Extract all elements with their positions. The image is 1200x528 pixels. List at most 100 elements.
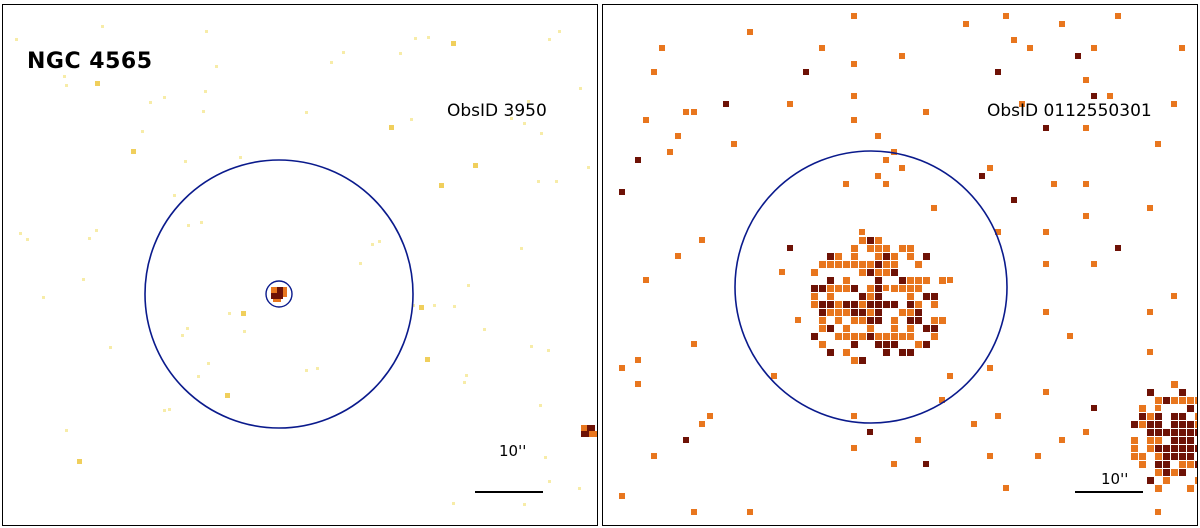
pixel (555, 180, 558, 183)
pixel (433, 304, 436, 307)
pixel (643, 117, 649, 123)
pixel (1115, 245, 1121, 251)
pixel (891, 333, 898, 340)
pixel (1155, 461, 1162, 468)
pixel (699, 237, 705, 243)
pixel (899, 349, 906, 356)
pixel (1147, 389, 1154, 396)
pixel (859, 309, 866, 316)
extraction-region-circle (144, 159, 414, 429)
pixel (907, 277, 914, 284)
pixel (483, 328, 486, 331)
pixel (1155, 405, 1161, 411)
pixel (875, 253, 882, 260)
pixel (619, 493, 625, 499)
pixel (883, 349, 890, 356)
pixel (675, 133, 681, 139)
pixel (95, 81, 100, 86)
pixel (923, 277, 930, 284)
pixel (578, 487, 581, 490)
pixel (467, 284, 470, 287)
pixel (843, 325, 850, 332)
scale-bar-label: 10'' (1101, 470, 1129, 488)
edge-source (581, 425, 597, 437)
pixel (1115, 13, 1121, 19)
pixel (1163, 445, 1170, 452)
pixel (931, 317, 938, 324)
chandra-image-panel: NGC 4565 ObsID 3950 10'' (2, 4, 598, 526)
pixel (1043, 261, 1049, 267)
pixel (867, 237, 874, 244)
pixel (843, 285, 850, 292)
pixel (891, 149, 897, 155)
pixel (891, 461, 897, 467)
pixel (875, 309, 882, 316)
pixel (851, 317, 858, 324)
pixel (875, 269, 882, 276)
pixel (691, 341, 697, 347)
pixel (875, 133, 881, 139)
pixel (843, 349, 850, 356)
pixel (851, 245, 858, 252)
pixel (923, 253, 930, 260)
pixel (883, 253, 890, 260)
pixel (1067, 333, 1073, 339)
pixel (163, 409, 166, 412)
pixel (1171, 397, 1178, 404)
pixel (995, 413, 1001, 419)
pixel (1043, 229, 1049, 235)
pixel (1179, 397, 1186, 404)
pixel (987, 165, 993, 171)
pixel (1139, 405, 1146, 412)
pixel (915, 261, 922, 268)
pixel (827, 261, 834, 268)
pixel (691, 109, 697, 115)
pixel (1171, 445, 1178, 452)
pixel (835, 301, 842, 308)
pixel (1155, 469, 1162, 476)
pixel (425, 357, 430, 362)
pixel (539, 404, 542, 407)
pixel (1083, 181, 1089, 187)
pixel (1163, 469, 1170, 476)
pixel (1147, 477, 1154, 484)
pixel (1179, 453, 1186, 460)
pixel (947, 277, 953, 283)
pixel (243, 330, 246, 333)
pixel (835, 285, 842, 292)
pixel (843, 261, 850, 268)
pixel (811, 293, 818, 300)
pixel (907, 285, 914, 292)
pixel (651, 69, 657, 75)
pixel (875, 237, 882, 244)
pixel (859, 269, 866, 276)
pixel (907, 293, 914, 300)
pixel (1107, 93, 1113, 99)
pixel (305, 111, 308, 114)
pixel (635, 381, 641, 387)
pixel (1139, 421, 1146, 428)
pixel (619, 365, 625, 371)
pixel (1171, 429, 1178, 436)
scale-bar (475, 491, 543, 493)
pixel (1083, 77, 1089, 83)
pixel (1163, 453, 1170, 460)
pixel (851, 93, 857, 99)
pixel (540, 132, 543, 135)
pixel (1083, 429, 1089, 435)
pixel (537, 180, 540, 183)
pixel (875, 277, 882, 284)
pixel (883, 245, 890, 252)
pixel (82, 278, 85, 281)
pixel (883, 181, 889, 187)
obsid-label: ObsID 0112550301 (987, 101, 1152, 121)
pixel (523, 503, 526, 506)
pixel (707, 413, 713, 419)
pixel (109, 346, 112, 349)
pixel (851, 413, 857, 419)
pixel (414, 37, 417, 40)
pixel (867, 261, 874, 268)
pixel (899, 165, 905, 171)
pixel (891, 341, 898, 348)
pixel (1027, 45, 1033, 51)
